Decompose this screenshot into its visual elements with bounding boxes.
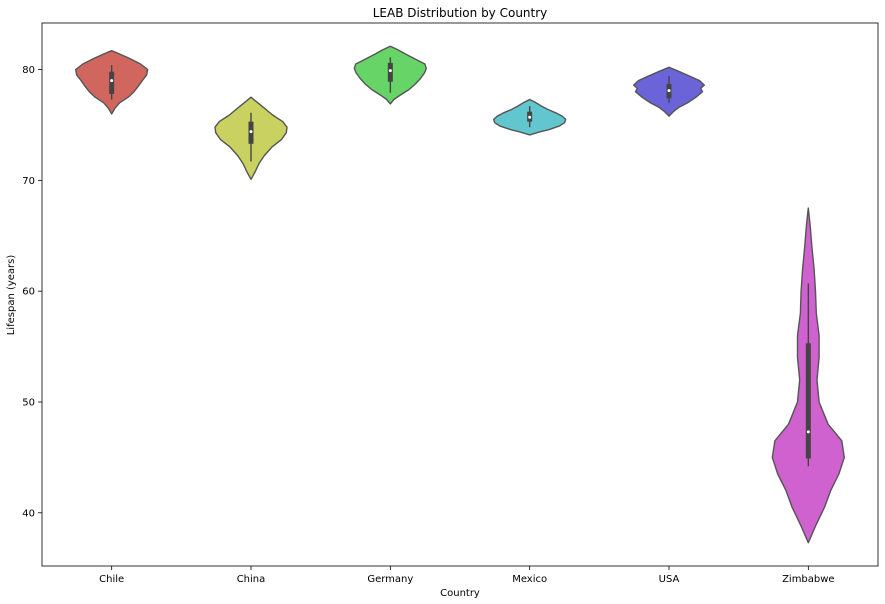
x-tick-label: Chile — [99, 574, 124, 585]
y-tick-label: 50 — [22, 397, 35, 408]
violin-median — [667, 89, 671, 93]
y-tick-label: 40 — [22, 508, 35, 519]
y-tick-label: 60 — [22, 287, 35, 298]
y-axis: 40 50 60 70 80 — [22, 65, 42, 519]
x-axis-label: Country — [440, 588, 480, 599]
violin-median — [528, 115, 532, 119]
x-tick-label: China — [237, 574, 266, 585]
violin-china — [214, 96, 288, 180]
y-tick-label: 80 — [22, 65, 35, 76]
y-tick-label: 70 — [22, 176, 35, 187]
violin-layer — [75, 45, 845, 544]
plot-frame — [41, 22, 879, 567]
violin-median — [249, 130, 253, 134]
violin-iqr-box — [805, 343, 811, 459]
violin-usa — [633, 66, 705, 117]
violin-germany — [353, 45, 427, 105]
violin-zimbabwe — [771, 207, 845, 544]
x-tick-label: USA — [659, 574, 680, 585]
violin-mexico — [493, 98, 567, 136]
violin-iqr-box — [109, 71, 115, 94]
x-tick-label: Mexico — [512, 574, 547, 585]
violin-iqr-box — [387, 62, 393, 82]
violin-median — [110, 79, 114, 83]
violin-median — [388, 69, 392, 73]
violin-chile — [75, 50, 149, 115]
x-axis: Chile China Germany Mexico USA Zimbabwe — [99, 566, 835, 585]
chart-title: LEAB Distribution by Country — [373, 6, 548, 20]
violin-median — [806, 430, 810, 434]
y-axis-label: Lifespan (years) — [6, 255, 17, 336]
x-tick-label: Germany — [367, 574, 413, 585]
x-tick-label: Zimbabwe — [782, 574, 835, 585]
